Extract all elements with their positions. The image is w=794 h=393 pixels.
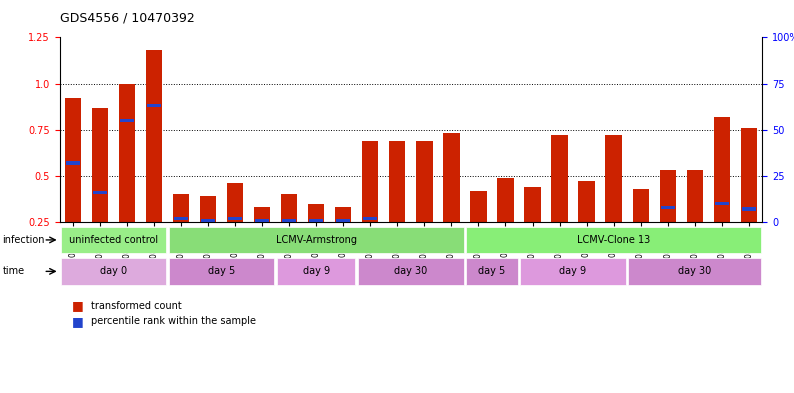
Text: day 0: day 0 <box>100 266 127 276</box>
Bar <box>337 219 350 222</box>
Bar <box>742 208 756 211</box>
Text: LCMV-Armstrong: LCMV-Armstrong <box>276 235 357 245</box>
Bar <box>607 241 620 244</box>
Bar <box>741 128 757 268</box>
Bar <box>174 217 188 220</box>
Bar <box>147 104 161 107</box>
Bar <box>65 98 81 268</box>
Bar <box>520 258 626 285</box>
Bar <box>580 235 593 239</box>
Bar <box>254 207 270 268</box>
Text: day 9: day 9 <box>303 266 330 276</box>
Bar <box>227 183 243 268</box>
Bar <box>579 182 595 268</box>
Bar <box>358 258 464 285</box>
Bar <box>687 170 703 268</box>
Bar <box>499 242 512 246</box>
Bar <box>714 117 730 268</box>
Bar <box>281 194 298 268</box>
Text: transformed count: transformed count <box>91 301 182 311</box>
Bar <box>229 217 242 220</box>
Bar <box>93 191 107 194</box>
Bar <box>715 202 729 205</box>
Text: time: time <box>2 266 25 276</box>
Bar <box>661 206 675 209</box>
Bar <box>606 135 622 268</box>
Text: uninfected control: uninfected control <box>69 235 158 245</box>
Bar <box>634 244 648 248</box>
Bar <box>169 258 275 285</box>
Bar <box>66 161 80 165</box>
Bar <box>551 135 568 268</box>
Bar <box>443 133 460 268</box>
Text: day 30: day 30 <box>395 266 427 276</box>
Bar <box>660 170 676 268</box>
Text: day 5: day 5 <box>208 266 235 276</box>
Bar <box>61 227 166 253</box>
Bar <box>310 219 323 222</box>
Text: day 9: day 9 <box>560 266 587 276</box>
Text: ■: ■ <box>71 299 83 312</box>
Bar <box>688 226 702 229</box>
Bar <box>200 196 216 268</box>
Bar <box>120 119 134 122</box>
Bar <box>466 227 761 253</box>
Bar <box>364 217 377 220</box>
Bar <box>92 108 108 268</box>
Bar <box>418 242 431 246</box>
Bar <box>391 242 404 246</box>
Bar <box>497 178 514 268</box>
Bar <box>119 83 135 268</box>
Bar <box>416 141 433 268</box>
Bar <box>466 258 518 285</box>
Text: infection: infection <box>2 235 45 245</box>
Bar <box>362 141 379 268</box>
Bar <box>173 194 189 268</box>
Bar <box>524 187 541 268</box>
Bar <box>283 219 296 222</box>
Bar <box>61 258 166 285</box>
Text: percentile rank within the sample: percentile rank within the sample <box>91 316 256 327</box>
Bar <box>256 219 269 222</box>
Text: LCMV-Clone 13: LCMV-Clone 13 <box>577 235 650 245</box>
Bar <box>308 204 325 268</box>
Bar <box>445 241 458 244</box>
Bar <box>202 219 215 222</box>
Bar <box>169 227 464 253</box>
Bar <box>470 191 487 268</box>
Bar <box>526 244 539 248</box>
Bar <box>277 258 356 285</box>
Text: day 5: day 5 <box>478 266 506 276</box>
Text: day 30: day 30 <box>678 266 711 276</box>
Bar <box>553 226 566 229</box>
Bar <box>633 189 649 268</box>
Text: GDS4556 / 10470392: GDS4556 / 10470392 <box>60 12 195 25</box>
Bar <box>389 141 406 268</box>
Bar <box>472 246 485 250</box>
Bar <box>629 258 761 285</box>
Bar <box>335 207 352 268</box>
Bar <box>146 50 162 268</box>
Text: ■: ■ <box>71 315 83 328</box>
